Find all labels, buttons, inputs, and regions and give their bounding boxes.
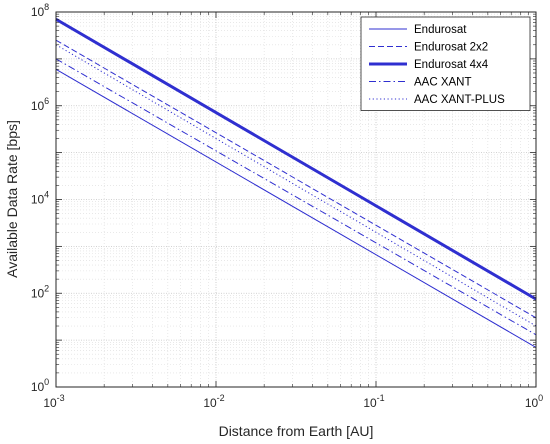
y-axis-title: Available Data Rate [bps] — [4, 120, 20, 278]
x-tick-label: 10-2 — [203, 393, 224, 410]
legend-label: Endurosat 4x4 — [414, 59, 489, 71]
x-tick-label: 10-3 — [43, 393, 64, 410]
legend-label: AAC XANT — [414, 77, 472, 89]
legend: Endurosat Endurosat 2x2 Endurosat 4x4 AAC X… — [360, 16, 531, 111]
x-axis-title: Distance from Earth [AU] — [219, 423, 374, 439]
series-line — [55, 58, 537, 336]
legend-label: Endurosat — [414, 24, 467, 36]
series-line — [55, 68, 537, 348]
axis-ticks — [55, 11, 537, 388]
series-line — [55, 44, 537, 327]
y-tick-label: 106 — [31, 96, 49, 113]
y-tick-label: 104 — [31, 190, 49, 207]
x-tick-label: 10-1 — [363, 393, 384, 410]
legend-label: Endurosat 2x2 — [414, 42, 488, 54]
y-tick-label: 100 — [31, 377, 49, 394]
y-tick-labels: 100 102 104 106 108 — [31, 2, 49, 394]
y-tick-label: 108 — [31, 2, 49, 19]
legend-label: AAC XANT-PLUS — [414, 94, 505, 106]
series-lines — [55, 17, 537, 348]
series-line — [55, 17, 537, 301]
x-tick-labels: 10-3 10-2 10-1 100 — [43, 393, 543, 410]
y-tick-label: 102 — [31, 283, 49, 300]
x-tick-label: 100 — [525, 393, 543, 410]
series-line — [55, 39, 537, 319]
